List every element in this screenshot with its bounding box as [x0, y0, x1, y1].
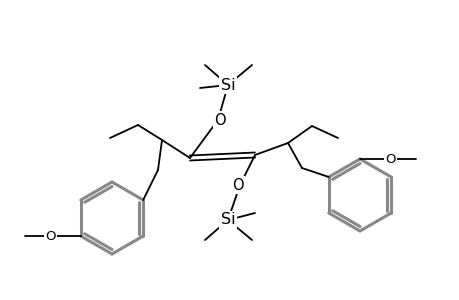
Text: O: O	[214, 112, 225, 128]
Text: Si: Si	[220, 77, 235, 92]
Text: O: O	[45, 230, 56, 242]
Text: O: O	[232, 178, 243, 193]
Text: O: O	[384, 152, 395, 166]
Text: Si: Si	[220, 212, 235, 227]
